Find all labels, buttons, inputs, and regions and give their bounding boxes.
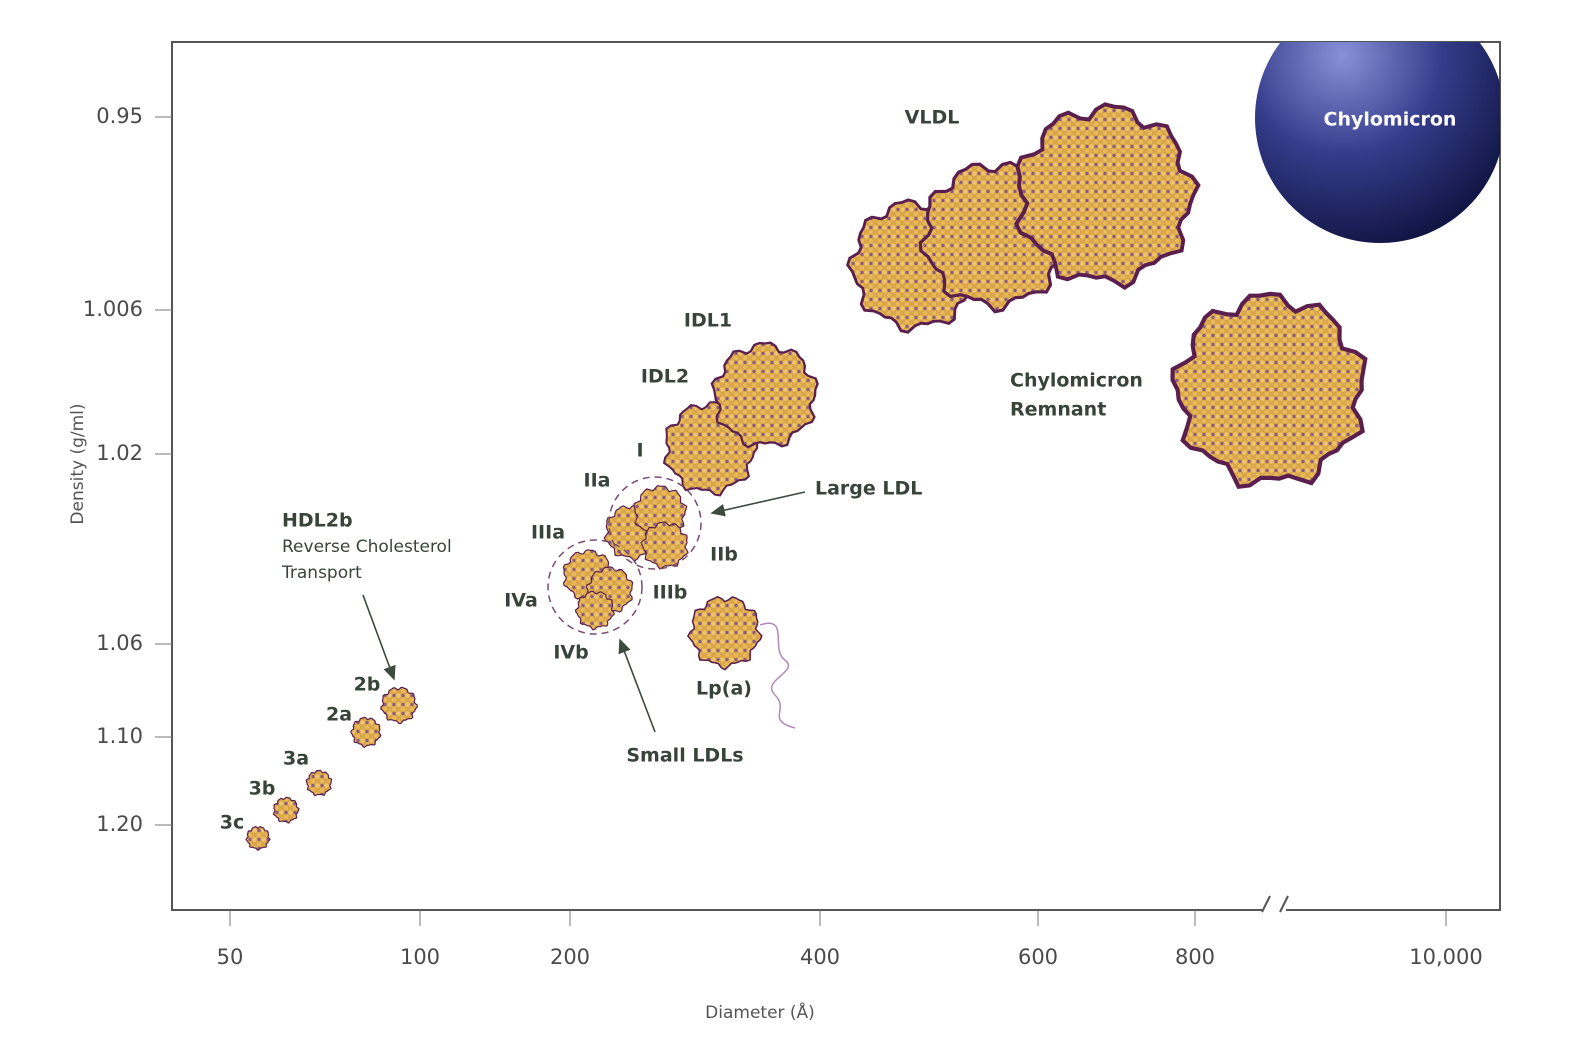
x-tick-label: 800: [1175, 945, 1215, 969]
chylomicron: [1255, 42, 1500, 243]
hdl2b-desc: Transport: [281, 563, 362, 583]
particle: [640, 521, 689, 570]
y-tick-label: 1.02: [96, 441, 143, 465]
x-tick-label: 100: [400, 945, 440, 969]
axis-break-gap: [1262, 895, 1286, 925]
x-tick-label: 50: [217, 945, 244, 969]
particle: [574, 590, 615, 631]
particle-label: IVa: [504, 590, 538, 612]
particle: [305, 769, 333, 797]
particle-label: IIa: [584, 470, 611, 492]
arrow: [618, 638, 656, 733]
group-label: Large LDL: [815, 478, 922, 500]
particle-label: 3a: [283, 748, 309, 770]
arrow: [362, 594, 396, 681]
particles: [245, 102, 1368, 851]
particle: [350, 716, 382, 749]
particle-label: IVb: [553, 642, 588, 664]
axis-break: [1261, 895, 1289, 913]
particle-label: 3c: [220, 812, 244, 834]
chylomicron-label: Chylomicron: [1324, 109, 1457, 131]
particle: [686, 595, 763, 671]
particle: [710, 341, 819, 449]
particle-label: I: [636, 440, 643, 462]
particle: [245, 825, 271, 851]
remnant-label: Chylomicron: [1010, 370, 1143, 392]
x-tick-label: 600: [1018, 945, 1058, 969]
particle-label: IIIa: [531, 522, 565, 544]
y-tick-label: 1.006: [83, 297, 143, 321]
x-tick-label: 200: [550, 945, 590, 969]
y-tick-label: 0.95: [96, 104, 143, 128]
plot-frame: [171, 41, 1501, 911]
x-tick-label: 10,000: [1409, 945, 1482, 969]
y-tick-label: 1.20: [96, 812, 143, 836]
particle: [1170, 291, 1368, 489]
particle-label: IDL2: [641, 366, 689, 388]
particle-label: IIb: [710, 544, 738, 566]
particle-label: VLDL: [905, 107, 960, 129]
x-tick-label: 400: [800, 945, 840, 969]
particle-label: 2a: [326, 704, 352, 726]
large-ldl-ring: [608, 476, 702, 570]
particle: [380, 686, 418, 725]
y-axis-label: Density (g/ml): [68, 403, 88, 524]
y-tick-label: 1.10: [96, 724, 143, 748]
group-label: Small LDLs: [626, 745, 743, 767]
small-ldl-ring: [547, 539, 643, 635]
arrow: [710, 491, 806, 517]
y-tick-label: 1.06: [96, 631, 143, 655]
particle: [272, 796, 300, 824]
particle-label: 2b: [354, 674, 381, 696]
particle: [1013, 102, 1201, 291]
hdl2b-desc: Reverse Cholesterol: [282, 537, 452, 557]
particle-label: Lp(a): [696, 678, 752, 700]
particle-label: 3b: [249, 778, 276, 800]
lpa-tail: [759, 622, 796, 729]
x-axis-label: Diameter (Å): [705, 1001, 815, 1023]
hdl2b-title: HDL2b: [282, 510, 353, 532]
particle-label: IIIb: [653, 582, 688, 604]
remnant-label: Remnant: [1010, 399, 1106, 421]
particle-label: IDL1: [684, 310, 732, 332]
